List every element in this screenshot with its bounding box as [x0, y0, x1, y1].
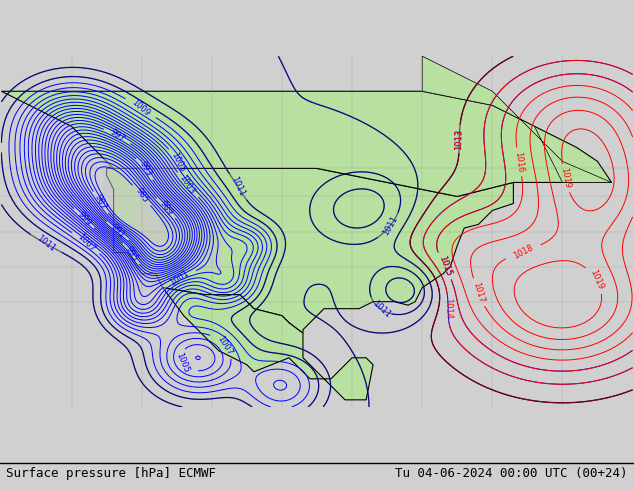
Text: 1015: 1015 — [437, 254, 453, 277]
Text: 1013: 1013 — [455, 128, 464, 149]
FancyBboxPatch shape — [103, 158, 166, 291]
Text: 1005: 1005 — [169, 150, 187, 173]
Text: 1001: 1001 — [168, 269, 190, 288]
Text: 1016: 1016 — [514, 151, 525, 173]
Text: 1005: 1005 — [174, 351, 191, 374]
Polygon shape — [1, 91, 612, 196]
Text: 1009: 1009 — [130, 98, 152, 119]
Text: 1018: 1018 — [512, 243, 534, 261]
Text: 1003: 1003 — [178, 174, 197, 196]
Text: 1013: 1013 — [455, 128, 464, 149]
Text: 1007: 1007 — [215, 334, 234, 357]
Text: 987: 987 — [93, 193, 108, 212]
Text: 985: 985 — [134, 186, 150, 204]
Text: Surface pressure [hPa] ECMWF: Surface pressure [hPa] ECMWF — [6, 467, 216, 480]
Text: 1015: 1015 — [437, 254, 453, 277]
Text: 997: 997 — [108, 128, 127, 145]
Text: 1017: 1017 — [471, 281, 486, 304]
Text: 1019: 1019 — [559, 167, 571, 189]
Text: 999: 999 — [75, 209, 93, 227]
Text: 1014: 1014 — [443, 297, 453, 319]
Text: 1011: 1011 — [230, 175, 247, 198]
Polygon shape — [163, 288, 373, 400]
Text: 995: 995 — [124, 245, 139, 263]
Text: 1019: 1019 — [588, 269, 605, 292]
Text: 1011: 1011 — [35, 234, 57, 254]
Text: 993: 993 — [138, 160, 153, 178]
Text: 989: 989 — [158, 199, 174, 217]
FancyBboxPatch shape — [173, 193, 223, 270]
FancyBboxPatch shape — [138, 158, 180, 249]
Polygon shape — [422, 56, 612, 182]
Text: 991: 991 — [109, 222, 126, 240]
Text: 1007: 1007 — [75, 232, 96, 254]
Text: Tu 04-06-2024 00:00 UTC (00+24): Tu 04-06-2024 00:00 UTC (00+24) — [395, 467, 628, 480]
Text: 1011: 1011 — [371, 299, 392, 320]
Polygon shape — [107, 169, 514, 333]
Text: 1011: 1011 — [380, 215, 399, 237]
